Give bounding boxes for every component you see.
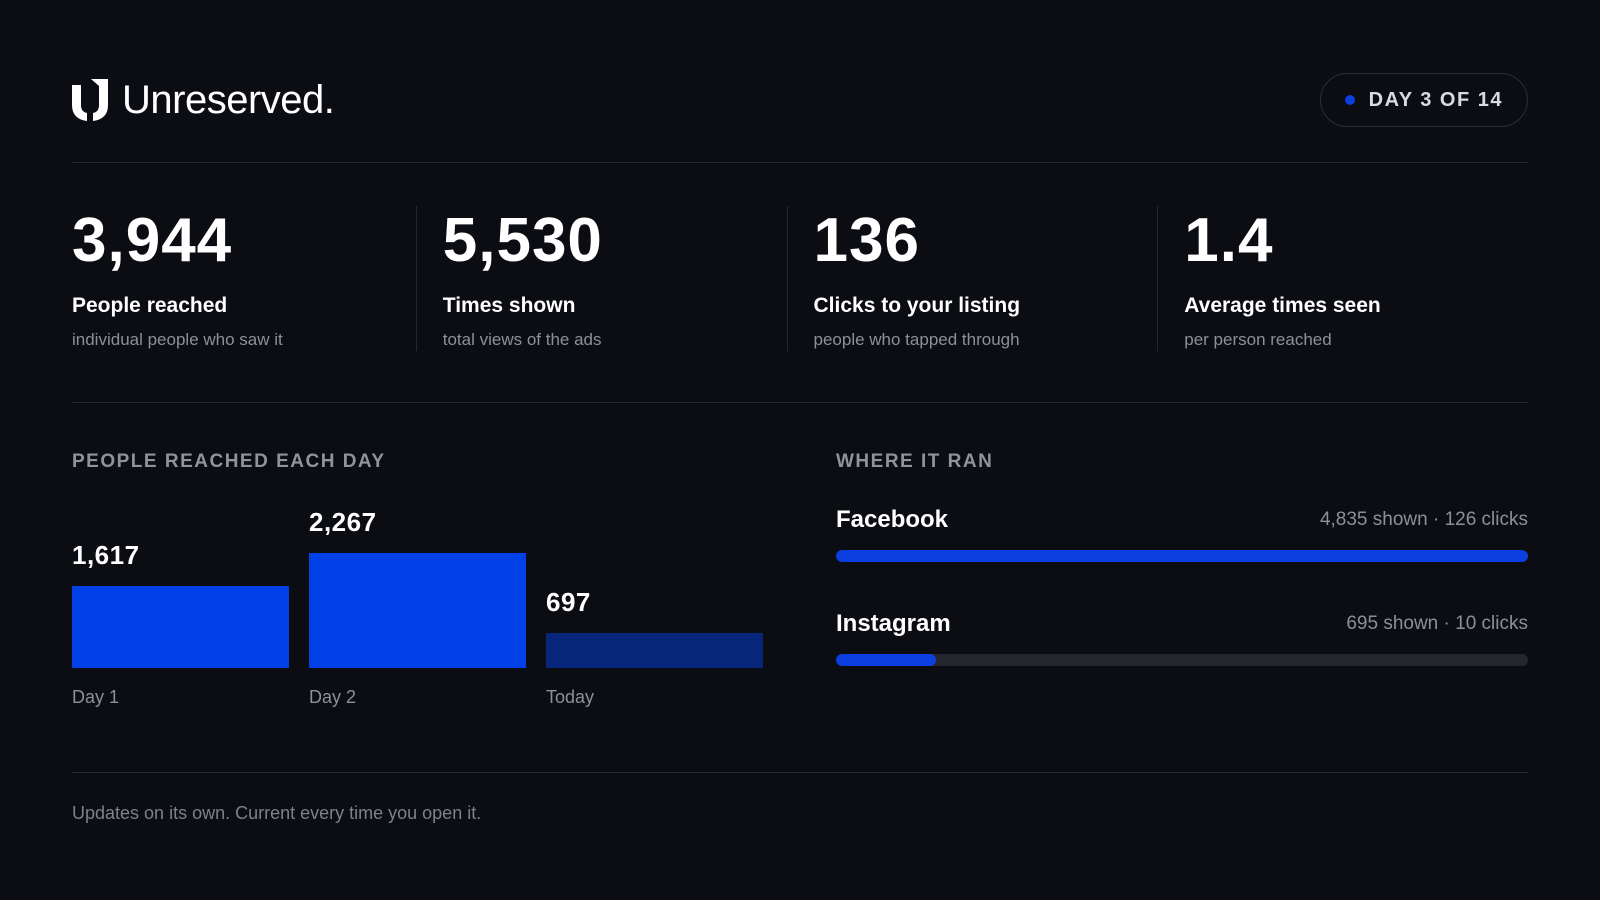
stat-value: 1.4 xyxy=(1184,206,1274,275)
bar-value-label: 697 xyxy=(546,587,591,617)
platform-name: Facebook xyxy=(836,506,949,533)
platform-facebook: Facebook 4,835 shown · 126 clicks xyxy=(836,490,1528,594)
stat-average-times-seen: 1.4 Average times seen per person reache… xyxy=(1157,206,1528,351)
day-badge: DAY 3 OF 14 xyxy=(1319,73,1528,127)
bar-group-1: 2,267 Day 2 xyxy=(309,490,526,720)
bar-group-2: 697 Today xyxy=(546,490,763,720)
platforms-list: Facebook 4,835 shown · 126 clicks Instag… xyxy=(836,490,1528,698)
stat-sub: individual people who saw it xyxy=(72,330,283,349)
bar xyxy=(309,553,526,668)
brand-name: Unreserved. xyxy=(122,78,335,122)
daily-reach-chart: 1,617 Day 1 2,267 Day 2 697 Today xyxy=(72,490,764,720)
platform-progress-fill xyxy=(836,550,1528,562)
bar-group-0: 1,617 Day 1 xyxy=(72,490,289,720)
bar-category-label: Day 1 xyxy=(72,687,120,707)
platform-instagram: Instagram 695 shown · 10 clicks xyxy=(836,594,1528,698)
stat-label: Average times seen xyxy=(1184,294,1381,317)
day-badge-text: DAY 3 OF 14 xyxy=(1368,88,1503,111)
stat-people-reached: 3,944 People reached individual people w… xyxy=(72,206,416,351)
stat-value: 5,530 xyxy=(442,206,603,275)
bar xyxy=(72,586,289,668)
stat-clicks: 136 Clicks to your listing people who ta… xyxy=(786,206,1158,351)
stats-row: 3,944 People reached individual people w… xyxy=(72,206,1528,351)
platform-progress-track xyxy=(836,550,1528,562)
platforms-section-title: WHERE IT RAN xyxy=(836,451,994,472)
platform-progress-track xyxy=(836,654,1528,666)
brand: Unreserved. xyxy=(72,78,335,122)
stat-value: 3,944 xyxy=(72,206,233,275)
bar xyxy=(546,633,763,668)
footer-note: Updates on its own. Current every time y… xyxy=(72,803,482,823)
platform-progress-fill xyxy=(836,654,937,666)
bar-value-label: 2,267 xyxy=(309,507,377,537)
bar-category-label: Day 2 xyxy=(309,687,357,707)
footer-divider xyxy=(72,772,1528,773)
stat-label: Clicks to your listing xyxy=(813,294,1021,317)
stat-label: Times shown xyxy=(442,294,576,317)
platform-meta: 695 shown · 10 clicks xyxy=(1346,613,1528,634)
stat-sub: per person reached xyxy=(1184,330,1332,349)
stat-sub: people who tapped through xyxy=(813,330,1020,349)
status-dot-icon xyxy=(1344,95,1355,105)
daily-section-title: PEOPLE REACHED EACH DAY xyxy=(72,451,386,472)
platform-meta: 4,835 shown · 126 clicks xyxy=(1319,509,1528,530)
header-divider xyxy=(72,162,1528,163)
bar-category-label: Today xyxy=(546,687,595,707)
stats-divider xyxy=(72,402,1528,403)
platform-name: Instagram xyxy=(836,610,951,637)
header: Unreserved. DAY 3 OF 14 xyxy=(72,72,1528,128)
bar-value-label: 1,617 xyxy=(72,540,140,570)
stat-label: People reached xyxy=(72,294,228,317)
stat-value: 136 xyxy=(813,206,920,275)
stat-times-shown: 5,530 Times shown total views of the ads xyxy=(415,206,787,351)
stat-sub: total views of the ads xyxy=(442,330,602,349)
brand-u-icon xyxy=(72,79,108,121)
